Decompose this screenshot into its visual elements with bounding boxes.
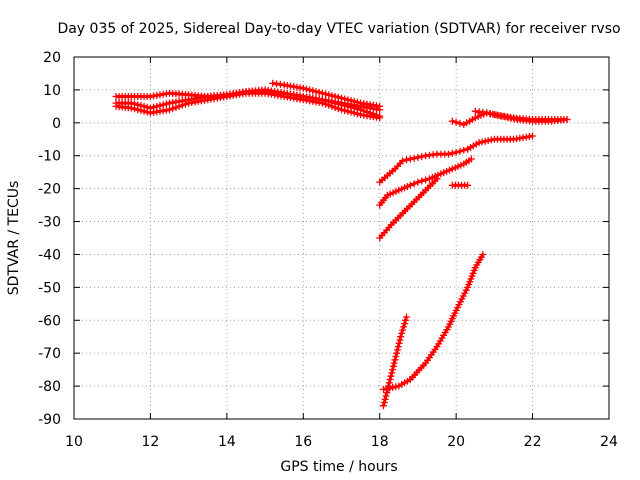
- data-series-9: [448, 181, 472, 189]
- x-tick-label: 22: [524, 434, 542, 450]
- data-series-13: [471, 107, 571, 125]
- plot-frame: [73, 56, 610, 420]
- y-tick-label: -20: [38, 182, 61, 198]
- plus-markers: [464, 132, 537, 153]
- plus-markers: [380, 313, 410, 410]
- y-tick-label: -80: [38, 379, 61, 395]
- data-series-3: [112, 89, 384, 122]
- y-tick-label: 20: [43, 50, 61, 66]
- x-tick-label: 16: [294, 434, 312, 450]
- data-series-11: [380, 251, 487, 393]
- x-tick-label: 10: [65, 434, 83, 450]
- plus-markers: [448, 181, 472, 189]
- y-tick-label: -90: [38, 412, 61, 428]
- x-tick-label: 12: [142, 434, 160, 450]
- y-tick-label: -60: [38, 313, 61, 329]
- data-series-4: [269, 79, 384, 110]
- y-tick-label: 10: [43, 83, 61, 99]
- plus-markers: [112, 89, 384, 122]
- x-tick-label: 20: [447, 434, 465, 450]
- plus-markers: [376, 175, 441, 242]
- x-axis-label: GPS time / hours: [280, 459, 397, 475]
- y-tick-label: -30: [38, 215, 61, 231]
- y-tick-label: -10: [38, 149, 61, 165]
- plus-markers: [269, 79, 384, 110]
- y-tick-label: -50: [38, 280, 61, 296]
- data-series: [112, 79, 571, 410]
- data-series-7: [376, 155, 475, 209]
- y-axis-label: SDTVAR / TECUs: [6, 181, 22, 296]
- data-series-5: [376, 145, 472, 186]
- data-series-8: [376, 175, 441, 242]
- y-tick-label: 0: [52, 116, 61, 132]
- plus-markers: [380, 251, 487, 393]
- tick-labels: 10 12 14 16 18 20 22 24 -90 -80 -70 -60 -50 -40 -30 -20…: [38, 50, 618, 450]
- y-tick-label: -70: [38, 346, 61, 362]
- y-tick-label: -40: [38, 247, 61, 263]
- x-tick-label: 18: [371, 434, 389, 450]
- x-tick-label: 24: [600, 434, 618, 450]
- data-series-6: [464, 132, 537, 153]
- axis-ticks: [73, 56, 610, 420]
- x-tick-label: 14: [218, 434, 236, 450]
- plus-markers: [376, 145, 472, 186]
- plus-markers: [471, 107, 571, 125]
- chart-title: Day 035 of 2025, Sidereal Day-to-day VTE…: [57, 21, 620, 37]
- plus-markers: [376, 155, 475, 209]
- data-series-10: [380, 313, 410, 410]
